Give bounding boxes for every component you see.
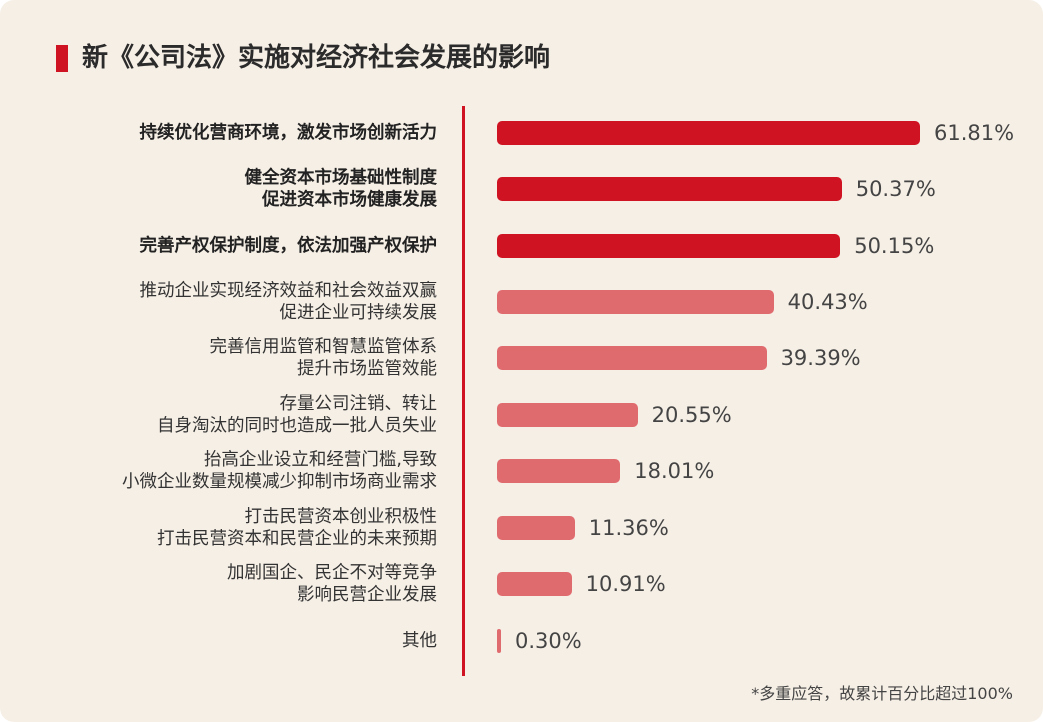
bar	[497, 459, 621, 483]
axis-divider	[462, 106, 465, 676]
bar	[497, 290, 774, 314]
category-label-line: 加剧国企、民企不对等竞争	[227, 563, 437, 583]
category-label-line: 完善信用监管和智慧监管体系	[209, 337, 438, 357]
bar	[497, 403, 638, 427]
value-label: 40.43%	[787, 290, 868, 314]
bar	[497, 177, 842, 201]
category-label-line: 小微企业数量规模减少抑制市场商业需求	[122, 472, 437, 492]
category-label: 打击民营资本创业积极性 打击民营资本和民营企业的未来预期	[0, 506, 437, 550]
category-label-line: 持续优化营商环境，激发市场创新活力	[139, 123, 438, 143]
category-label: 存量公司注销、转让 自身淘汰的同时也造成一批人员失业	[0, 393, 437, 437]
category-label: 推动企业实现经济效益和社会效益双赢 促进企业可持续发展	[0, 280, 438, 324]
category-label-line: 提升市场监管效能	[297, 359, 437, 379]
category-label-line: 健全资本市场基础性制度	[244, 168, 438, 188]
footnote: *多重应答，故累计百分比超过100%	[751, 684, 1013, 703]
value-label: 10.91%	[585, 572, 666, 596]
category-label-line: 影响民营企业发展	[297, 585, 437, 605]
value-label: 20.55%	[651, 403, 732, 427]
category-label-line: 抬高企业设立和经营门槛,导致	[203, 450, 437, 470]
category-label-line: 打击民营资本创业积极性	[244, 507, 438, 527]
category-label: 健全资本市场基础性制度 促进资本市场健康发展	[0, 167, 438, 211]
chart-title: 新《公司法》实施对经济社会发展的影响	[82, 43, 551, 73]
title-accent-bar	[56, 45, 68, 72]
category-label: 持续优化营商环境，激发市场创新活力	[0, 122, 438, 144]
value-label: 39.39%	[780, 346, 861, 370]
value-label: 61.81%	[934, 121, 1015, 145]
category-label-line: 完善产权保护制度，依法加强产权保护	[139, 236, 438, 256]
category-label-line: 自身淘汰的同时也造成一批人员失业	[157, 416, 437, 436]
category-label-line: 打击民营资本和民营企业的未来预期	[157, 529, 437, 549]
bar	[497, 346, 767, 370]
bar	[497, 572, 572, 596]
value-label: 0.30%	[515, 629, 582, 653]
category-label-line: 其他	[402, 631, 437, 651]
value-label: 50.37%	[855, 177, 936, 201]
category-label: 加剧国企、民企不对等竞争 影响民营企业发展	[0, 562, 437, 606]
category-label-line: 存量公司注销、转让	[279, 394, 438, 414]
category-label: 完善产权保护制度，依法加强产权保护	[0, 235, 438, 257]
category-label: 其他	[0, 630, 437, 652]
bar	[497, 121, 920, 145]
category-label-line: 促进资本市场健康发展	[262, 190, 437, 210]
bar	[497, 234, 841, 258]
bar	[497, 629, 501, 653]
category-label-line: 促进企业可持续发展	[279, 303, 438, 323]
value-label: 50.15%	[854, 234, 935, 258]
value-label: 18.01%	[634, 459, 715, 483]
category-label-line: 推动企业实现经济效益和社会效益双赢	[139, 281, 438, 301]
category-label: 抬高企业设立和经营门槛,导致 小微企业数量规模减少抑制市场商业需求	[0, 449, 437, 493]
value-label: 11.36%	[588, 516, 669, 540]
category-label: 完善信用监管和智慧监管体系 提升市场监管效能	[0, 336, 438, 380]
bar	[497, 516, 575, 540]
